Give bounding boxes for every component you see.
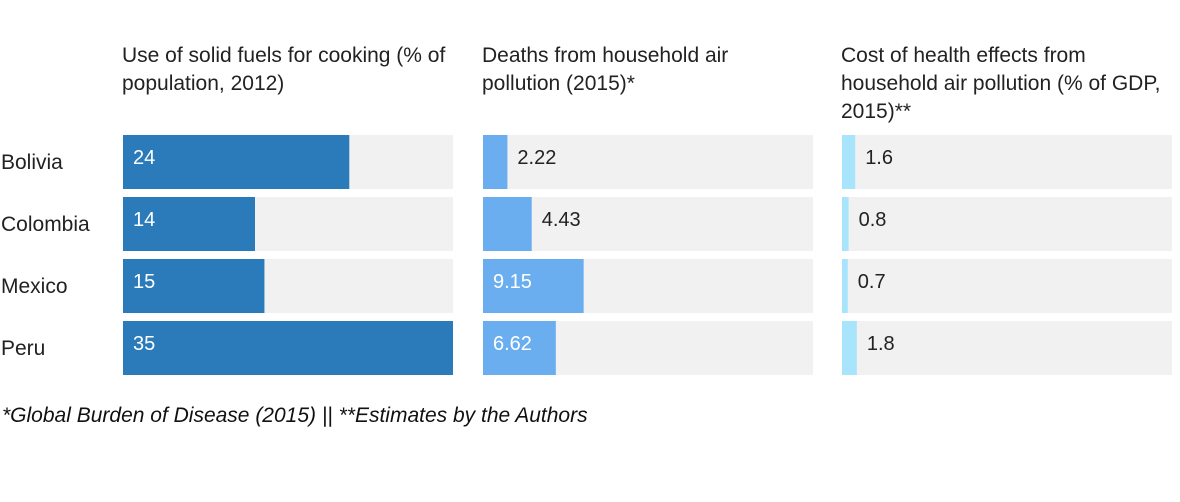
panel-title-cost: Cost of health effects from household ai…	[841, 44, 1161, 123]
bar-cost-mexico	[842, 259, 848, 313]
value-label-cost-mexico: 0.7	[858, 271, 886, 293]
panel-title-deaths: Deaths from household air pollution (201…	[482, 44, 729, 95]
bar-deaths-bolivia	[483, 135, 508, 189]
track-deaths-colombia	[483, 197, 813, 251]
bar-solid-fuels-peru	[123, 321, 453, 375]
value-label-cost-colombia: 0.8	[859, 209, 887, 231]
value-label-solid-fuels-bolivia: 24	[133, 147, 155, 169]
bar-solid-fuels-mexico	[123, 259, 265, 313]
track-cost-peru	[842, 321, 1172, 375]
panel-title-solid-fuels: Use of solid fuels for cooking (% of pop…	[122, 44, 446, 95]
bar-deaths-peru	[483, 321, 556, 375]
bar-solid-fuels-colombia	[123, 197, 255, 251]
bar-solid-fuels-bolivia	[123, 135, 350, 189]
value-label-deaths-colombia: 4.43	[542, 209, 581, 231]
value-label-cost-bolivia: 1.6	[865, 147, 893, 169]
category-label-peru: Peru	[1, 337, 45, 360]
track-cost-bolivia	[842, 135, 1172, 189]
value-label-solid-fuels-peru: 35	[133, 333, 155, 355]
value-label-cost-peru: 1.8	[867, 333, 895, 355]
bar-cost-peru	[842, 321, 857, 375]
bar-deaths-colombia	[483, 197, 532, 251]
bar-cost-colombia	[842, 197, 849, 251]
footnote: *Global Burden of Disease (2015) || **Es…	[2, 404, 588, 427]
value-label-solid-fuels-colombia: 14	[133, 209, 155, 231]
bar-deaths-mexico	[483, 259, 584, 313]
category-label-bolivia: Bolivia	[1, 151, 63, 174]
value-label-deaths-bolivia: 2.22	[517, 147, 556, 169]
value-label-deaths-peru: 6.62	[493, 333, 532, 355]
track-cost-mexico	[842, 259, 1172, 313]
bar-cost-bolivia	[842, 135, 856, 189]
category-label-mexico: Mexico	[1, 275, 68, 298]
category-label-colombia: Colombia	[1, 213, 90, 236]
track-deaths-bolivia	[483, 135, 813, 189]
value-label-deaths-mexico: 9.15	[493, 271, 532, 293]
value-label-solid-fuels-mexico: 15	[133, 271, 155, 293]
track-cost-colombia	[842, 197, 1172, 251]
